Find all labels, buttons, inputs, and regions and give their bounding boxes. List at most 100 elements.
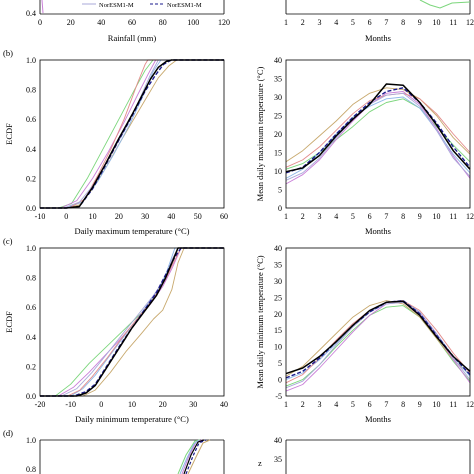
xtick-label: 20	[67, 18, 75, 27]
xtick-label: 20	[115, 212, 123, 221]
panel-c-right: Mean daily minimum temperature (°C) -5 0…	[255, 244, 474, 424]
ytick-label: 15	[274, 326, 282, 335]
xtick-label: 8	[401, 400, 405, 409]
xtick-label: 1	[284, 212, 288, 221]
plot-area	[40, 59, 224, 209]
xtick-label: 3	[318, 18, 322, 27]
y-axis-label: Mean daily minimum temperature (°C)	[255, 255, 265, 388]
gcm-series-line	[40, 59, 224, 209]
ytick-label: 0.0	[26, 204, 36, 213]
xtick-labels: 1 2 3 4 5 6 7 8 9 10 11 12	[284, 212, 474, 221]
xtick-label: 7	[384, 18, 388, 27]
xtick-label: 0	[38, 18, 42, 27]
xtick-label: 12	[466, 212, 474, 221]
xtick-label: 2	[301, 212, 305, 221]
xtick-label: 10	[89, 212, 97, 221]
series-line	[177, 439, 201, 474]
ytick-label: 1.0	[26, 56, 36, 65]
ytick-label: 0.0	[26, 392, 36, 401]
xtick-label: 9	[418, 212, 422, 221]
panel-b-left: ECDF 0.0 0.2 0.4 0.6 0.8 1.0 -10 0 10 20…	[4, 56, 228, 236]
xtick-label: 60	[220, 212, 228, 221]
xtick-label: 7	[384, 212, 388, 221]
ytick-label: 5	[278, 186, 282, 195]
y-axis-label: Mean daily maximum temperature (°C)	[255, 67, 265, 202]
panel-c-left: ECDF 0.0 0.2 0.4 0.6 0.8 1.0 -20 -10 0 1…	[4, 244, 228, 424]
ytick-label: 25	[274, 112, 282, 121]
xtick-label: 8	[401, 212, 405, 221]
gcm-series-line	[285, 87, 471, 163]
xtick-label: 6	[368, 400, 372, 409]
ytick-label: 0.8	[26, 274, 36, 283]
legend: NorESM1-M NorESM1-M	[82, 2, 202, 9]
xtick-label: 10	[433, 400, 441, 409]
ytick-label: 10	[274, 167, 282, 176]
xtick-labels: 1 2 3 4 5 6 7 8 9 10 11 12	[284, 18, 474, 27]
gcm-series-line	[285, 92, 471, 181]
legend-entry: NorESM1-M	[99, 2, 134, 9]
xtick-label: 1	[284, 18, 288, 27]
xtick-label: 40	[220, 400, 228, 409]
ytick-label: 0	[278, 204, 282, 213]
ensemble-series-line	[285, 87, 471, 174]
ytick-label: 0.4	[26, 145, 36, 154]
panel-letter: (b)	[3, 48, 13, 58]
plot-area	[40, 247, 224, 397]
ytick-labels: 0.0 0.2 0.4 0.6 0.8 1.0	[26, 244, 36, 401]
x-axis-label: Months	[365, 226, 391, 236]
ensemble-series-line	[40, 59, 224, 209]
series-line	[185, 439, 207, 474]
ytick-label: 0.8	[26, 465, 36, 474]
xtick-label: 5	[351, 18, 355, 27]
ytick-label: 35	[274, 260, 282, 269]
ytick-label: 10	[274, 343, 282, 352]
xtick-labels: -20 -10 0 10 20 30 40	[35, 400, 228, 409]
xtick-label: 10	[128, 400, 136, 409]
xtick-label: 3	[318, 400, 322, 409]
xtick-label: 5	[351, 400, 355, 409]
xtick-label: 4	[334, 400, 338, 409]
xtick-label: 10	[433, 18, 441, 27]
legend-entry: NorESM1-M	[167, 2, 202, 9]
xtick-label: 1	[284, 400, 288, 409]
xtick-label: 50	[194, 212, 202, 221]
observed-series-line	[285, 83, 471, 173]
gcm-series-line	[40, 247, 224, 397]
xtick-label: 12	[466, 18, 474, 27]
gcm-series-line	[40, 59, 224, 209]
observed-series-line	[40, 247, 224, 397]
ytick-label: 25	[274, 293, 282, 302]
panel-letter: (d)	[3, 428, 13, 438]
xtick-label: 5	[351, 212, 355, 221]
xtick-label: 9	[418, 400, 422, 409]
observed-series-line	[285, 300, 471, 375]
xtick-label: 60	[128, 18, 136, 27]
gcm-series-line	[40, 59, 224, 209]
panel-b-right: Mean daily maximum temperature (°C) 0 5 …	[255, 56, 474, 236]
ensemble-series-line	[285, 299, 471, 379]
xtick-label: 10	[433, 212, 441, 221]
xtick-label: 6	[368, 212, 372, 221]
xtick-labels: 0 20 40 60 80 100 120	[38, 18, 230, 27]
ytick-label: 30	[274, 277, 282, 286]
ytick-labels: 0 5 10 15 20 25 30 35 40	[274, 56, 282, 213]
gcm-series-line	[40, 59, 224, 209]
x-axis-label: Daily minimum temperature (°C)	[75, 414, 189, 424]
xtick-label: 2	[301, 18, 305, 27]
ytick-label: 0.4	[26, 333, 36, 342]
gcm-series-line	[40, 59, 224, 209]
gcm-series-line	[285, 300, 471, 381]
gcm-series-line	[285, 92, 471, 168]
gcm-series-line	[285, 91, 471, 185]
panel-d-left: 1.0 0.8	[26, 436, 225, 474]
x-axis-label: Rainfall (mm)	[108, 33, 157, 43]
xtick-label: 11	[449, 18, 457, 27]
xtick-label: 3	[318, 212, 322, 221]
ytick-label: 0.2	[26, 362, 36, 371]
xtick-label: 11	[449, 400, 457, 409]
ytick-label: -5	[275, 392, 282, 401]
series-line	[179, 439, 200, 474]
xtick-label: 40	[97, 18, 105, 27]
ytick-label: 15	[274, 149, 282, 158]
